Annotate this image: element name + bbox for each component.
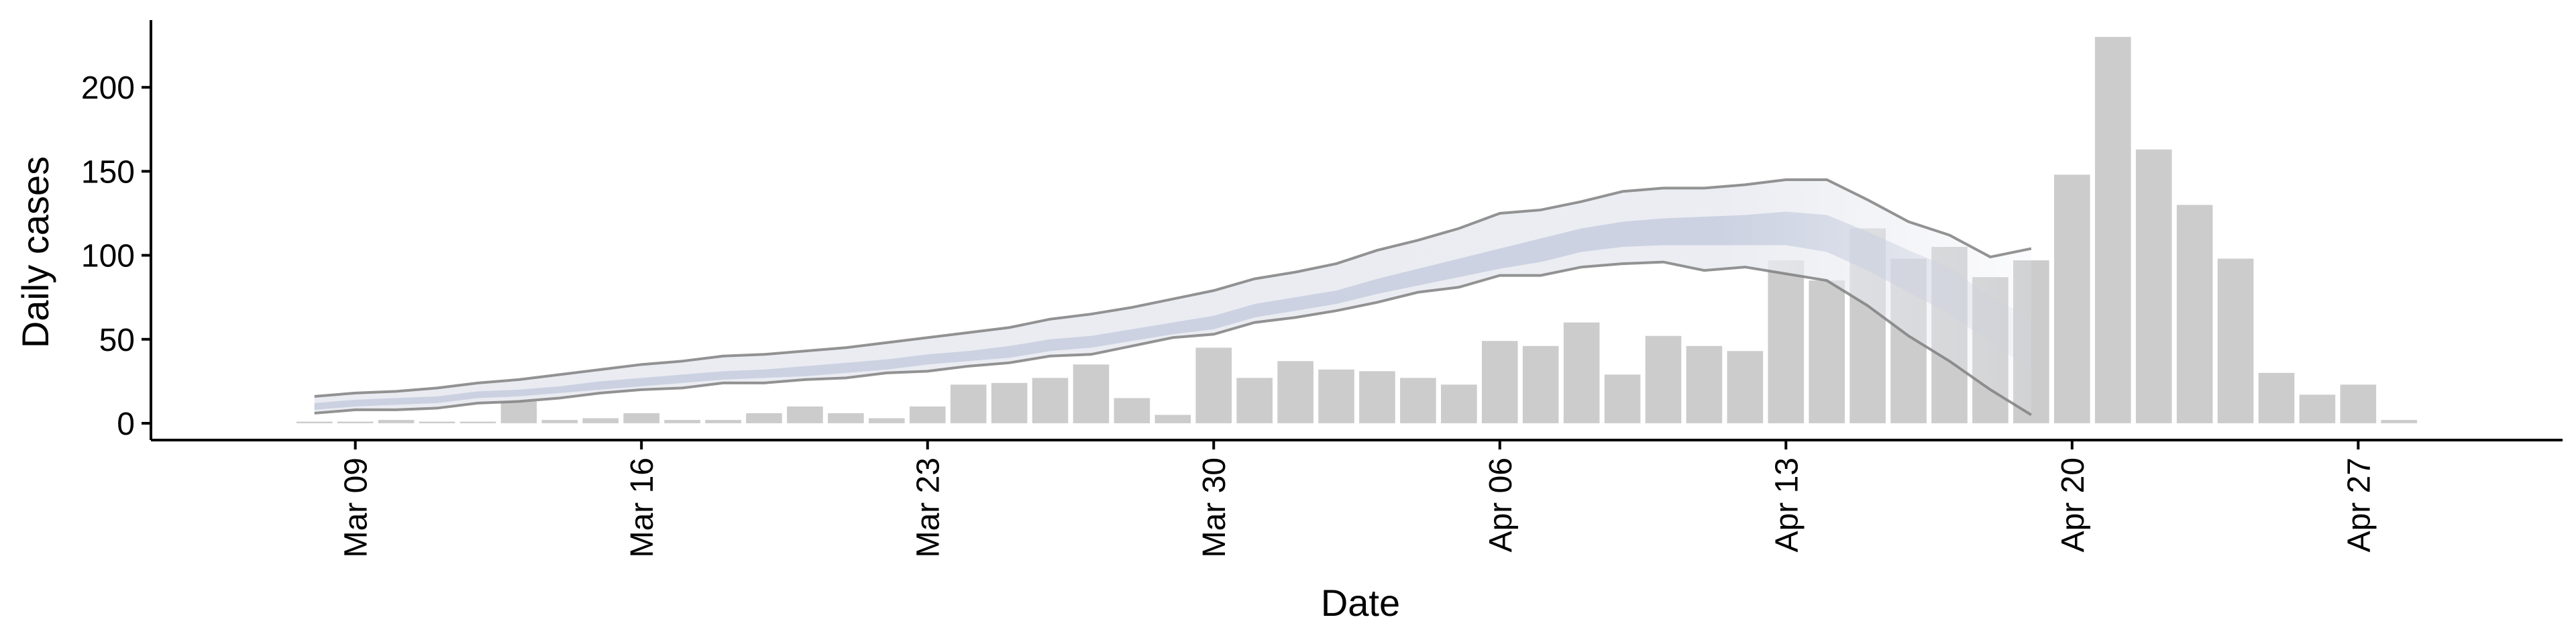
bar-2020-04-09 bbox=[1604, 374, 1641, 423]
bar-2020-03-14 bbox=[541, 419, 578, 423]
bar-2020-03-28 bbox=[1114, 398, 1150, 423]
bar-2020-04-02 bbox=[1318, 369, 1354, 423]
bar-2020-04-03 bbox=[1359, 371, 1395, 423]
y-axis-title: Daily cases bbox=[14, 156, 56, 348]
y-tick-label: 200 bbox=[81, 70, 135, 106]
bar-2020-04-24 bbox=[2217, 258, 2254, 423]
bar-2020-03-18 bbox=[705, 419, 741, 423]
bar-2020-04-06 bbox=[1481, 341, 1518, 423]
bar-2020-04-22 bbox=[2135, 149, 2172, 423]
bar-2020-04-21 bbox=[2094, 37, 2131, 423]
bar-2020-03-22 bbox=[868, 418, 905, 423]
bar-2020-03-17 bbox=[664, 419, 700, 423]
x-tick-label: Mar 16 bbox=[625, 458, 660, 557]
x-tick-label: Apr 06 bbox=[1483, 458, 1519, 552]
bar-2020-03-30 bbox=[1195, 347, 1232, 423]
bar-2020-04-26 bbox=[2299, 394, 2336, 423]
bar-2020-04-13 bbox=[1768, 260, 1805, 423]
bar-2020-04-25 bbox=[2258, 372, 2295, 423]
bar-2020-04-27 bbox=[2340, 384, 2377, 423]
upper-bound-line bbox=[314, 178, 2032, 398]
bar-2020-04-10 bbox=[1645, 335, 1682, 423]
bar-2020-03-24 bbox=[950, 384, 987, 423]
bar-2020-04-01 bbox=[1277, 361, 1313, 423]
x-tick-label: Apr 27 bbox=[2341, 458, 2377, 552]
bar-2020-03-26 bbox=[1032, 378, 1069, 423]
y-tick-label: 150 bbox=[81, 154, 135, 190]
bar-2020-03-08 bbox=[296, 421, 333, 423]
bar-2020-03-23 bbox=[909, 406, 946, 423]
bar-2020-03-13 bbox=[500, 401, 537, 423]
bar-2020-03-09 bbox=[337, 421, 374, 423]
bar-2020-04-07 bbox=[1522, 345, 1559, 423]
bar-2020-04-05 bbox=[1441, 384, 1477, 423]
x-tick-label: Apr 13 bbox=[1769, 458, 1805, 552]
bar-2020-04-28 bbox=[2381, 419, 2418, 423]
x-tick-label: Mar 30 bbox=[1197, 458, 1232, 557]
lower-bound-line bbox=[314, 260, 2032, 417]
inner-band bbox=[314, 211, 2031, 410]
bar-2020-04-14 bbox=[1809, 280, 1845, 423]
bar-2020-03-15 bbox=[582, 418, 619, 423]
bar-2020-03-16 bbox=[623, 413, 659, 423]
bar-2020-03-11 bbox=[419, 421, 455, 423]
x-tick-label: Apr 20 bbox=[2055, 458, 2091, 552]
axes: 0 50 100 150 200 Mar 09 Mar 16 Mar 23 Mar 30 Apr … bbox=[81, 20, 2563, 557]
x-tick-label: Mar 23 bbox=[911, 458, 947, 557]
y-tick-label: 50 bbox=[99, 323, 135, 358]
y-tick-label: 0 bbox=[117, 407, 135, 442]
bar-2020-03-31 bbox=[1236, 378, 1273, 423]
bars-layer bbox=[296, 37, 2418, 423]
bar-2020-03-19 bbox=[746, 413, 782, 423]
bar-2020-04-08 bbox=[1563, 322, 1600, 423]
bar-2020-04-23 bbox=[2176, 205, 2213, 423]
bar-2020-03-29 bbox=[1155, 415, 1191, 423]
bar-2020-03-20 bbox=[787, 406, 823, 423]
y-tick-label: 100 bbox=[81, 239, 135, 274]
bar-2020-03-27 bbox=[1073, 364, 1110, 423]
bar-2020-04-04 bbox=[1400, 378, 1436, 423]
x-axis-title: Date bbox=[1321, 582, 1400, 624]
bar-2020-03-10 bbox=[378, 419, 415, 423]
bar-2020-03-25 bbox=[991, 382, 1028, 423]
estimate-layer bbox=[314, 178, 2032, 417]
bar-2020-03-12 bbox=[460, 421, 496, 423]
x-tick-label: Mar 09 bbox=[339, 458, 374, 557]
bar-2020-04-12 bbox=[1727, 351, 1764, 423]
bar-2020-04-20 bbox=[2054, 174, 2090, 423]
bar-2020-03-21 bbox=[828, 413, 864, 423]
bar-2020-04-11 bbox=[1686, 345, 1723, 423]
